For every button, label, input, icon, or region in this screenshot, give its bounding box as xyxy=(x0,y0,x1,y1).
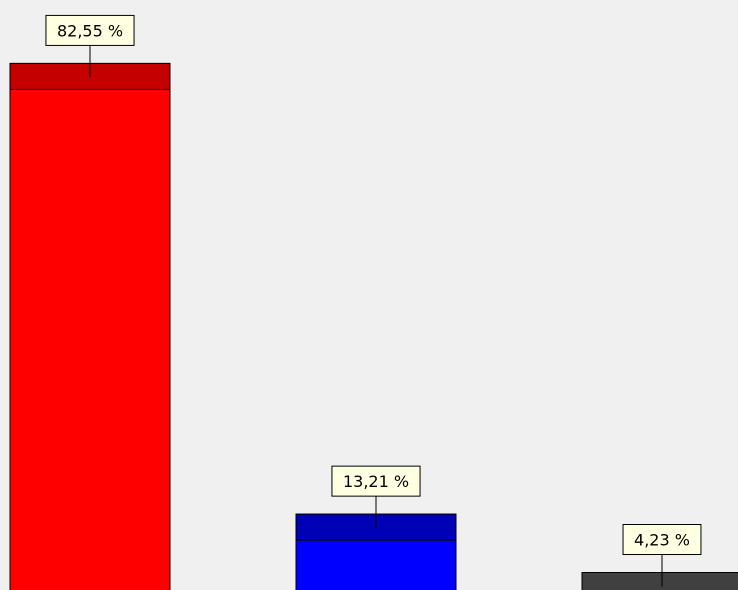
data-label-box-1 xyxy=(45,14,135,46)
bar-1-face xyxy=(9,62,171,590)
bar-3 xyxy=(581,572,738,590)
data-label-box-2 xyxy=(331,465,421,497)
bar-3-top xyxy=(581,572,738,590)
data-label-3: 4,23 % xyxy=(622,524,702,587)
data-label-text-2: 13,21 % xyxy=(343,472,409,491)
data-label-text-3: 4,23 % xyxy=(634,531,690,550)
bar-1 xyxy=(9,62,171,590)
data-labels-layer: 82,55 % 13,21 % 4,23 % xyxy=(45,14,702,587)
data-label-box-3 xyxy=(622,524,702,556)
data-label-2: 13,21 % xyxy=(331,465,421,529)
data-label-1: 82,55 % xyxy=(45,14,135,78)
data-label-text-1: 82,55 % xyxy=(57,21,123,40)
